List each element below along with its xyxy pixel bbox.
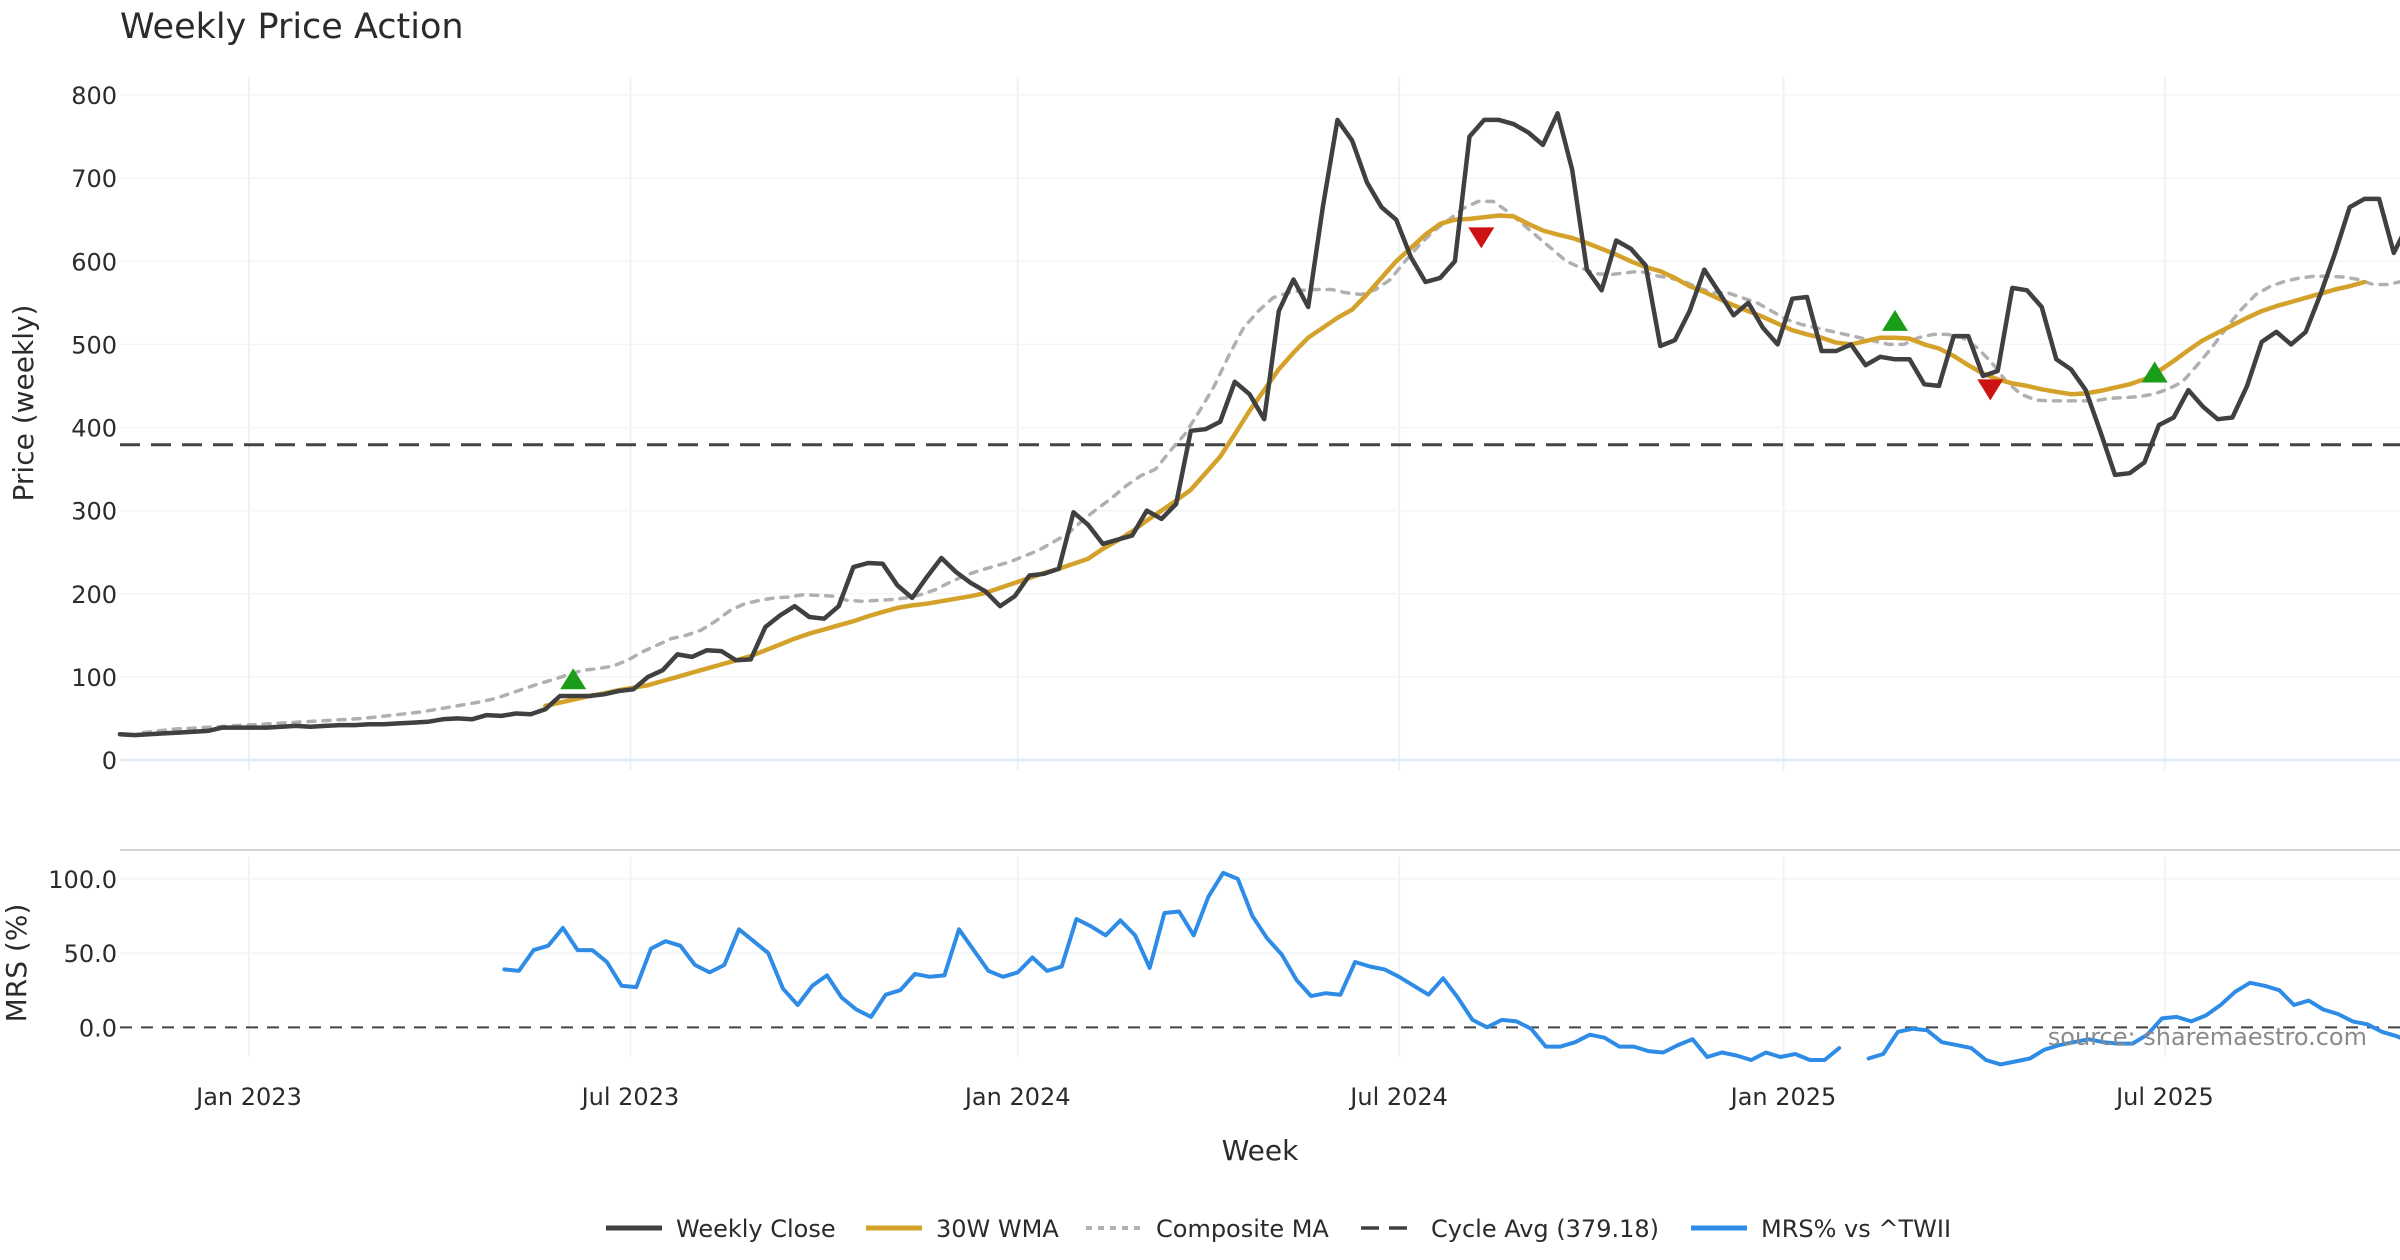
mrs-line <box>1866 980 2400 1067</box>
price-y-tick: 0 <box>102 747 117 775</box>
wma-30w-line <box>543 213 2367 709</box>
price-y-tick: 300 <box>71 498 117 526</box>
sell-signal-marker <box>1468 227 1495 249</box>
buy-signal-marker <box>2141 361 2168 383</box>
legend-item: 30W WMA <box>866 1215 1059 1243</box>
price-y-tick: 600 <box>71 248 117 276</box>
composite-ma-line <box>141 199 2400 735</box>
x-axis-label: Week <box>1222 1134 1299 1167</box>
sell-signal-marker <box>1977 379 2004 401</box>
legend-item: Composite MA <box>1086 1215 1329 1243</box>
legend-label: Cycle Avg (379.18) <box>1431 1215 1659 1243</box>
price-y-label: Price (weekly) <box>7 305 40 502</box>
x-tick-label: Jul 2025 <box>2114 1083 2214 1111</box>
mrs-y-tick: 50.0 <box>64 940 117 968</box>
legend-item: MRS% vs ^TWII <box>1691 1215 1951 1243</box>
price-y-tick: 400 <box>71 415 117 443</box>
mrs-panel: 0.0 50.0 100.0 MRS (%) source: sharemaestr… <box>0 857 2400 1067</box>
price-y-tick: 100 <box>71 664 117 692</box>
x-tick-label: Jan 2024 <box>963 1083 1071 1111</box>
legend-item: Cycle Avg (379.18) <box>1361 1215 1659 1243</box>
buy-signal-marker <box>560 668 587 690</box>
legend-label: MRS% vs ^TWII <box>1761 1215 1951 1243</box>
mrs-y-tick: 0.0 <box>79 1014 117 1042</box>
mrs-y-label: MRS (%) <box>0 904 33 1023</box>
price-y-ticks: 0 100 200 300 400 500 600 700 800 <box>71 82 117 775</box>
legend-item: Weekly Close <box>606 1215 836 1243</box>
price-y-tick: 700 <box>71 165 117 193</box>
legend: Weekly Close 30W WMA Composite MA Cycle Avg… <box>606 1215 1951 1243</box>
price-y-tick: 500 <box>71 331 117 359</box>
x-tick-label: Jan 2023 <box>194 1083 302 1111</box>
mrs-line <box>502 870 1842 1062</box>
legend-label: 30W WMA <box>936 1215 1059 1243</box>
buy-signal-marker <box>1881 309 1908 331</box>
x-tick-label: Jan 2025 <box>1729 1083 1837 1111</box>
mrs-y-tick: 100.0 <box>48 866 117 894</box>
price-y-tick: 200 <box>71 581 117 609</box>
legend-label: Weekly Close <box>676 1215 836 1243</box>
price-panel: 0 100 200 300 400 500 600 700 800 Price (weekly) <box>7 77 2400 775</box>
x-axis-ticks: Jan 2023 Jul 2023 Jan 2024 Jul 2024 Jan 2025… <box>194 1083 2214 1111</box>
legend-label: Composite MA <box>1156 1215 1329 1243</box>
chart-title: Weekly Price Action <box>120 7 464 47</box>
mrs-y-ticks: 0.0 50.0 100.0 <box>48 866 117 1042</box>
x-tick-label: Jul 2023 <box>580 1083 680 1111</box>
weekly-close-line <box>117 111 2400 738</box>
price-y-tick: 800 <box>71 82 117 110</box>
x-tick-label: Jul 2024 <box>1348 1083 1448 1111</box>
source-note: source: sharemaestro.com <box>2048 1023 2367 1051</box>
